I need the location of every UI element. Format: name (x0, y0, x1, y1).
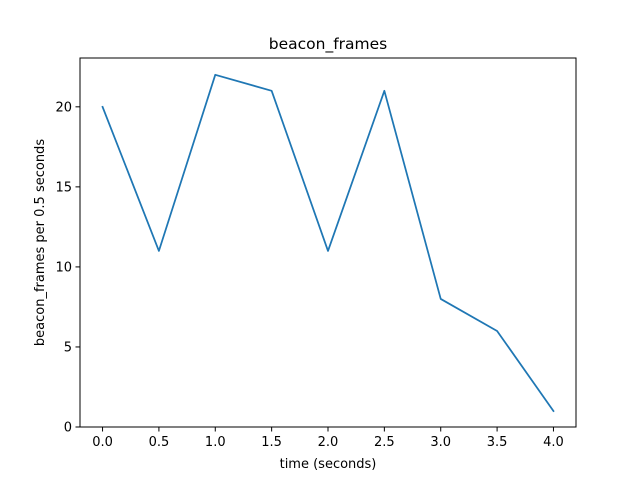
x-tick-label: 3.0 (430, 435, 451, 450)
x-tick-label: 0.5 (149, 435, 170, 450)
series-line (101, 73, 555, 413)
chart-title: beacon_frames (269, 35, 388, 54)
plot-area (101, 73, 555, 413)
y-tick-label: 15 (55, 180, 72, 195)
y-axis-label: beacon_frames per 0.5 seconds (33, 139, 48, 346)
x-tick-label: 3.5 (487, 435, 508, 450)
y-axis-ticks: 0 5 10 15 20 (55, 100, 80, 436)
y-tick-label: 20 (55, 100, 72, 115)
x-tick-label: 4.0 (543, 435, 564, 450)
x-tick-label: 2.5 (374, 435, 395, 450)
y-tick-label: 0 (64, 421, 72, 436)
x-axis-ticks: 0.0 0.5 1.0 1.5 2.0 2.5 3.0 3.5 4.0 (92, 427, 564, 450)
axes-frame (79, 57, 577, 428)
x-tick-label: 0.0 (92, 435, 113, 450)
y-tick-label: 5 (64, 340, 72, 355)
y-tick-label: 10 (55, 260, 72, 275)
x-tick-label: 2.0 (318, 435, 339, 450)
x-tick-label: 1.5 (261, 435, 282, 450)
x-axis-label: time (seconds) (280, 457, 377, 472)
x-tick-label: 1.0 (205, 435, 226, 450)
